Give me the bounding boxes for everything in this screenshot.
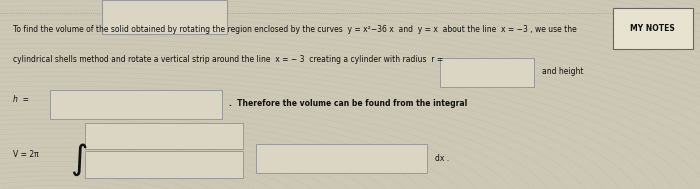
Text: and height: and height bbox=[542, 67, 584, 76]
Text: .  Therefore the volume can be found from the integral: . Therefore the volume can be found from… bbox=[229, 98, 467, 108]
FancyBboxPatch shape bbox=[102, 0, 228, 34]
FancyBboxPatch shape bbox=[85, 123, 243, 149]
Text: MY NOTES: MY NOTES bbox=[631, 24, 675, 33]
Text: dx .: dx . bbox=[435, 154, 449, 163]
Text: To find the volume of the solid obtained by rotating the region enclosed by the : To find the volume of the solid obtained… bbox=[13, 25, 576, 34]
FancyBboxPatch shape bbox=[612, 8, 693, 49]
FancyBboxPatch shape bbox=[440, 58, 534, 87]
Text: cylindrical shells method and rotate a vertical strip around the line  x = − 3  : cylindrical shells method and rotate a v… bbox=[13, 55, 443, 64]
Text: V = 2π: V = 2π bbox=[13, 150, 38, 160]
FancyBboxPatch shape bbox=[50, 90, 222, 119]
FancyBboxPatch shape bbox=[85, 151, 243, 178]
FancyBboxPatch shape bbox=[256, 144, 427, 173]
Text: $\int$: $\int$ bbox=[70, 142, 88, 178]
Text: h  =: h = bbox=[13, 95, 29, 104]
